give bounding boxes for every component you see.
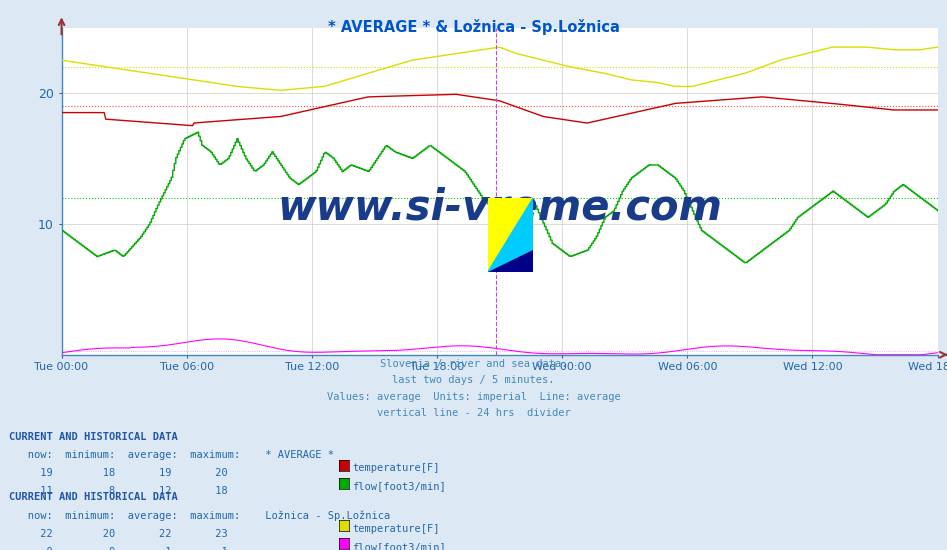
Text: www.si-vreme.com: www.si-vreme.com: [277, 186, 722, 228]
Text: 22        20       22       23: 22 20 22 23: [9, 529, 228, 538]
Text: now:  minimum:  average:  maximum:    Ložnica - Sp.Ložnica: now: minimum: average: maximum: Ložnica …: [9, 510, 391, 521]
Text: vertical line - 24 hrs  divider: vertical line - 24 hrs divider: [377, 408, 570, 418]
Text: Slovenia / river and sea data.: Slovenia / river and sea data.: [380, 359, 567, 369]
Text: CURRENT AND HISTORICAL DATA: CURRENT AND HISTORICAL DATA: [9, 432, 178, 442]
Polygon shape: [488, 198, 533, 272]
Text: * AVERAGE * & Ložnica - Sp.Ložnica: * AVERAGE * & Ložnica - Sp.Ložnica: [328, 19, 619, 35]
Text: 19        18       19       20: 19 18 19 20: [9, 468, 228, 478]
Text: 0         0        1        1: 0 0 1 1: [9, 547, 228, 550]
Text: now:  minimum:  average:  maximum:    * AVERAGE *: now: minimum: average: maximum: * AVERAG…: [9, 450, 334, 460]
Text: flow[foot3/min]: flow[foot3/min]: [352, 542, 446, 550]
Text: temperature[F]: temperature[F]: [352, 463, 439, 473]
Text: CURRENT AND HISTORICAL DATA: CURRENT AND HISTORICAL DATA: [9, 492, 178, 502]
Polygon shape: [488, 198, 533, 272]
Text: Values: average  Units: imperial  Line: average: Values: average Units: imperial Line: av…: [327, 392, 620, 402]
Text: last two days / 5 minutes.: last two days / 5 minutes.: [392, 375, 555, 385]
Text: temperature[F]: temperature[F]: [352, 524, 439, 534]
Text: 11         8       12       18: 11 8 12 18: [9, 486, 228, 496]
Polygon shape: [488, 250, 533, 272]
Text: flow[foot3/min]: flow[foot3/min]: [352, 481, 446, 491]
